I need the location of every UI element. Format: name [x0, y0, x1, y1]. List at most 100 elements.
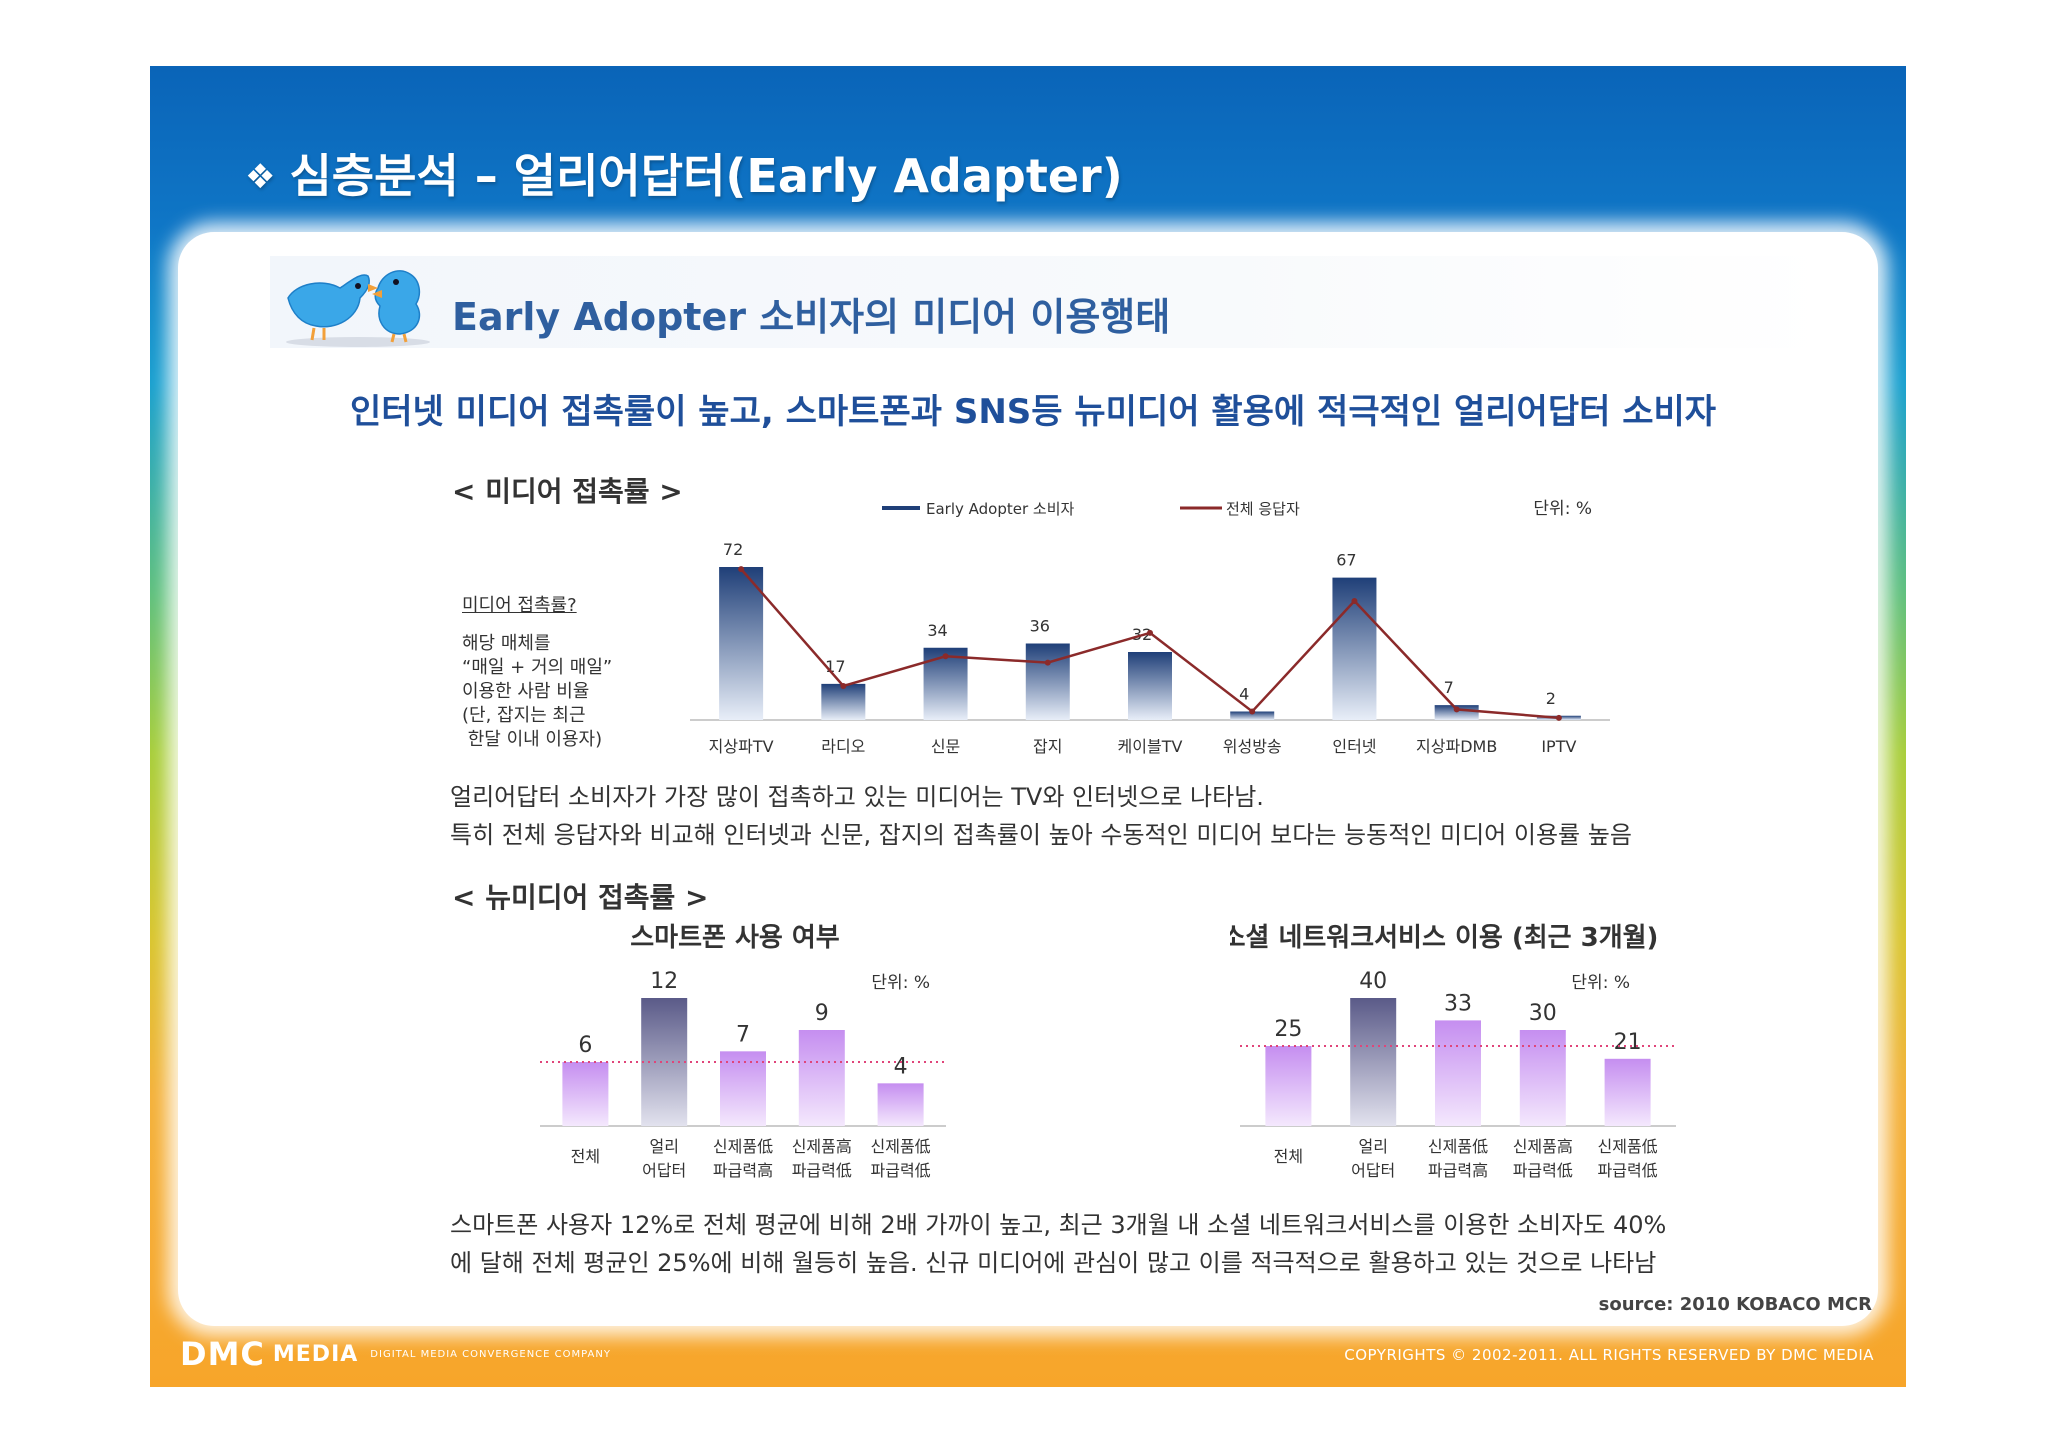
- media-bar-value: 4: [1239, 685, 1249, 704]
- unit-label: 단위: %: [1533, 499, 1592, 519]
- small-category-label: 파급력低: [792, 1161, 852, 1180]
- media-bar-value: 72: [723, 540, 743, 559]
- small-category-label: 전체: [1274, 1147, 1303, 1166]
- small-bar-value: 30: [1529, 1001, 1557, 1026]
- line-point: [840, 683, 847, 689]
- small-bar-value: 21: [1614, 1030, 1642, 1055]
- diamond-bullet-icon: ❖: [245, 157, 276, 197]
- section-header-band: [270, 256, 1830, 348]
- line-point: [1453, 706, 1460, 713]
- logo-dmc: DMC: [180, 1335, 265, 1373]
- small-bar-value: 12: [650, 969, 678, 994]
- small-bar: [877, 1083, 924, 1126]
- media-category-label: 케이블TV: [1118, 737, 1183, 756]
- small-bar: [1350, 998, 1397, 1126]
- small-bar: [798, 1030, 845, 1126]
- media-bar: [1230, 711, 1275, 720]
- slide-title: ❖ 심층분석 – 얼리어답터(Early Adapter): [245, 140, 1123, 206]
- bird-mascots-icon: [286, 270, 430, 347]
- small-bar: [562, 1062, 609, 1126]
- content-panel: [178, 232, 1878, 1326]
- small-bar-value: 33: [1444, 991, 1472, 1016]
- note-line: “매일 + 거의 매일”: [462, 657, 613, 678]
- small-category-label: 파급력低: [1513, 1161, 1573, 1180]
- note-line: 해당 매체를: [462, 633, 551, 654]
- newmedia-summary-line: 에 달해 전체 평균인 25%에 비해 월등히 높음. 신규 미디어에 관심이 …: [450, 1249, 1657, 1277]
- line-point: [942, 653, 949, 660]
- media-bar-value: 17: [825, 657, 845, 676]
- media-summary: 얼리어답터 소비자가 가장 많이 접촉하고 있는 미디어는 TV와 인터넷으로 …: [450, 778, 1632, 854]
- media-bar: [1128, 652, 1172, 720]
- small-category-label: 신제품低: [1598, 1137, 1658, 1156]
- line-point: [1147, 629, 1153, 636]
- small-category-label: 신제품高: [792, 1137, 852, 1156]
- newmedia-summary-line: 스마트폰 사용자 12%로 전체 평균에 비해 2배 가까이 높고, 최근 3개…: [450, 1211, 1667, 1239]
- small-bar-value: 4: [894, 1054, 908, 1079]
- small-category-label: 전체: [571, 1147, 600, 1166]
- line-point: [738, 566, 745, 573]
- small-category-label: 얼리: [1358, 1137, 1387, 1156]
- media-bar: [1025, 643, 1070, 720]
- small-category-label: 어답터: [1351, 1161, 1395, 1180]
- media-bar-value: 34: [927, 621, 947, 640]
- subheading: 인터넷 미디어 접촉률이 높고, 스마트폰과 SNS등 뉴미디어 활용에 적극적…: [350, 392, 1717, 432]
- logo-tagline: DIGITAL MEDIA CONVERGENCE COMPANY: [370, 1348, 611, 1360]
- small-category-label: 어답터: [642, 1161, 686, 1180]
- unit-label: 단위: %: [1571, 973, 1630, 993]
- slide-title-text: 심층분석 – 얼리어답터(Early Adapter): [289, 149, 1123, 203]
- source-note: source: 2010 KOBACO MCR: [1598, 1294, 1872, 1315]
- line-point: [1249, 708, 1256, 715]
- media-bar-value: 67: [1336, 551, 1356, 570]
- small-bar-value: 40: [1359, 969, 1387, 994]
- media-category-label: 인터넷: [1332, 737, 1376, 756]
- small-bar-value: 25: [1274, 1017, 1302, 1042]
- small-category-label: 파급력高: [1428, 1161, 1488, 1180]
- media-bar-value: 7: [1444, 678, 1454, 697]
- media-bar: [719, 567, 764, 720]
- small-bar-value: 7: [736, 1022, 750, 1047]
- small-category-label: 신제품低: [1428, 1137, 1488, 1156]
- note-title: 미디어 접촉률?: [462, 595, 577, 616]
- note-line: 한달 이내 이용자): [462, 729, 603, 750]
- line-point: [1351, 598, 1358, 604]
- small-bar: [1519, 1030, 1566, 1126]
- media-usage-chart: Early Adopter 소비자 전체 응답자 단위: %72지상파TV17라디오…: [690, 499, 1610, 756]
- line-point: [1555, 714, 1562, 721]
- sns-chart: 소셜 네트워크서비스 이용 (최근 3개월) 단위: % 25 전체 40 얼리어답터 33…: [1230, 923, 1676, 1180]
- unit-label: 단위: %: [871, 973, 930, 993]
- legend-label: 전체 응답자: [1226, 500, 1300, 518]
- media-summary-line: 특히 전체 응답자와 비교해 인터넷과 신문, 잡지의 접촉률이 높아 수동적인…: [450, 821, 1632, 849]
- media-category-label: 지상파DMB: [1416, 737, 1497, 756]
- footer-copyright: COPYRIGHTS © 2002-2011. ALL RIGHTS RESER…: [1344, 1346, 1874, 1364]
- note-line: 이용한 사람 비율: [462, 681, 590, 702]
- line-point: [1044, 659, 1051, 666]
- small-bar: [1265, 1046, 1312, 1126]
- media-category-label: 라디오: [821, 737, 865, 756]
- media-chart-title: < 미디어 접촉률 >: [452, 475, 683, 508]
- media-summary-line: 얼리어답터 소비자가 가장 많이 접촉하고 있는 미디어는 TV와 인터넷으로 …: [450, 783, 1264, 811]
- small-chart-title: 소셜 네트워크서비스 이용 (최근 3개월): [1230, 923, 1658, 953]
- note-line: (단, 잡지는 최근: [462, 705, 586, 726]
- media-category-label: 잡지: [1033, 737, 1062, 756]
- small-chart-title: 스마트폰 사용 여부: [630, 923, 840, 953]
- small-category-label: 신제품低: [713, 1137, 773, 1156]
- media-bar-value: 36: [1030, 617, 1050, 636]
- small-bar: [1435, 1020, 1481, 1126]
- small-bar: [1604, 1058, 1651, 1126]
- note-block: 미디어 접촉률? 해당 매체를 “매일 + 거의 매일” 이용한 사람 비율 (…: [462, 594, 612, 752]
- small-bar-value: 9: [815, 1001, 829, 1026]
- media-category-label: 신문: [931, 737, 960, 756]
- small-category-label: 파급력低: [1598, 1161, 1658, 1180]
- small-bar: [720, 1051, 766, 1126]
- legend-label: Early Adopter 소비자: [926, 500, 1075, 518]
- newmedia-title: < 뉴미디어 접촉률 >: [452, 881, 709, 914]
- media-category-label: 위성방송: [1223, 737, 1282, 756]
- media-bar-value: 2: [1546, 689, 1556, 708]
- small-bar-value: 6: [578, 1033, 592, 1058]
- small-category-label: 파급력低: [871, 1161, 931, 1180]
- small-category-label: 신제품高: [1513, 1137, 1573, 1156]
- section-heading: Early Adopter 소비자의 미디어 이용행태: [452, 295, 1171, 339]
- small-category-label: 얼리: [649, 1137, 678, 1156]
- logo-media: MEDIA: [272, 1341, 359, 1367]
